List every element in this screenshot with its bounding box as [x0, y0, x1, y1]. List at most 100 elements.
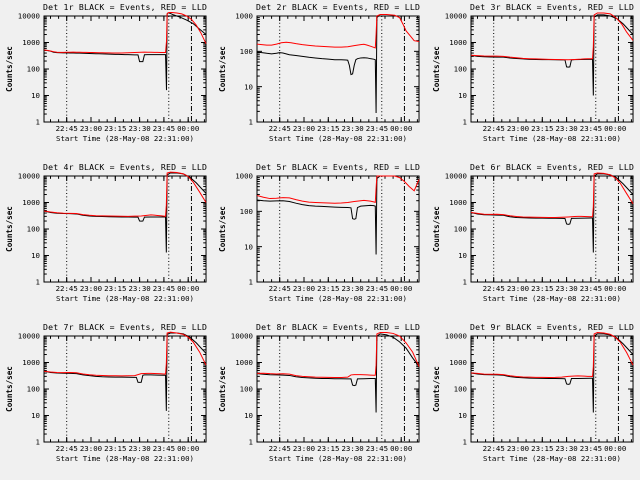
y-axis-label: Counts/sec: [5, 366, 14, 412]
x-tick-label: 23:15: [104, 444, 126, 453]
events-curve: [43, 172, 207, 253]
x-tick-label: 23:00: [293, 284, 315, 293]
x-tick-label: 00:00: [390, 124, 412, 133]
plot-panel: Det 1r BLACK = Events, RED = LLD 1 10 100 10…: [0, 0, 213, 160]
lld-curve: [43, 331, 207, 377]
y-tick-label: 100: [27, 65, 40, 74]
x-tick-label: 23:00: [507, 444, 529, 453]
y-axis-label: Counts/sec: [218, 206, 227, 252]
x-axis-label: Start Time (28-May-08 22:31:00): [269, 134, 407, 143]
x-tick-label: 23:15: [531, 284, 553, 293]
lld-curve: [470, 172, 634, 219]
events-curve: [43, 12, 207, 91]
x-tick-label: 23:30: [555, 124, 577, 133]
y-tick-label: 100: [240, 207, 253, 216]
events-curve: [43, 332, 207, 411]
events-curve: [470, 333, 634, 413]
y-tick-label: 10: [458, 411, 467, 420]
y-tick-label: 100: [453, 225, 466, 234]
y-tick-label: 1000: [236, 172, 254, 181]
x-tick-label: 00:00: [177, 284, 199, 293]
plot-frame: [256, 335, 420, 443]
x-tick-label: 22:45: [482, 284, 504, 293]
x-tick-label: 00:00: [390, 284, 412, 293]
x-tick-label: 23:30: [555, 444, 577, 453]
y-tick-label: 10: [31, 251, 40, 260]
plot-panel: Det 5r BLACK = Events, RED = LLD 1 10 100 10…: [213, 160, 426, 320]
panel-title: Det 5r BLACK = Events, RED = LLD: [256, 162, 420, 172]
y-tick-label: 100: [453, 65, 466, 74]
y-tick-label: 100: [27, 225, 40, 234]
x-tick-label: 22:45: [56, 444, 78, 453]
x-tick-label: 23:00: [80, 444, 102, 453]
y-tick-label: 100: [27, 385, 40, 394]
lld-curve: [470, 12, 634, 61]
y-tick-label: 1000: [449, 198, 467, 207]
y-tick-label: 1: [249, 118, 253, 127]
x-tick-label: 23:30: [342, 444, 364, 453]
y-tick-label: 10000: [231, 332, 253, 341]
y-axis-label: Counts/sec: [5, 206, 14, 252]
y-tick-label: 10000: [18, 332, 40, 341]
x-tick-label: 23:15: [317, 284, 339, 293]
plot-panel: Det 3r BLACK = Events, RED = LLD 1 10 100 10…: [427, 0, 640, 160]
plot-frame: [43, 335, 207, 443]
y-axis-label: Counts/sec: [218, 366, 227, 412]
x-axis-label: Start Time (28-May-08 22:31:00): [56, 294, 194, 303]
y-tick-label: 1000: [22, 198, 40, 207]
plot-panel: Det 9r BLACK = Events, RED = LLD 1 10 100 10…: [427, 320, 640, 480]
y-tick-label: 1000: [449, 38, 467, 47]
x-tick-label: 23:00: [80, 124, 102, 133]
plot-frame: [256, 15, 420, 123]
plot-panel: Det 8r BLACK = Events, RED = LLD 1 10 100 10…: [213, 320, 426, 480]
x-tick-label: 23:45: [579, 284, 601, 293]
events-curve: [470, 173, 634, 253]
plot-frame: [470, 175, 634, 283]
y-tick-label: 10000: [18, 12, 40, 21]
x-tick-label: 23:00: [507, 124, 529, 133]
x-tick-label: 23:15: [531, 124, 553, 133]
x-tick-label: 23:30: [128, 284, 150, 293]
y-axis-label: Counts/sec: [432, 206, 441, 252]
lld-curve: [257, 14, 420, 49]
events-curve: [470, 14, 634, 96]
plot-panel: Det 6r BLACK = Events, RED = LLD 1 10 100 10…: [427, 160, 640, 320]
y-tick-label: 10: [31, 411, 40, 420]
x-axis-label: Start Time (28-May-08 22:31:00): [56, 454, 194, 463]
x-axis-label: Start Time (28-May-08 22:31:00): [483, 294, 621, 303]
y-tick-label: 1: [249, 438, 253, 447]
x-tick-label: 23:15: [317, 444, 339, 453]
y-tick-label: 1000: [22, 358, 40, 367]
x-tick-label: 23:30: [128, 444, 150, 453]
panel-title: Det 2r BLACK = Events, RED = LLD: [256, 2, 420, 12]
x-axis-label: Start Time (28-May-08 22:31:00): [269, 454, 407, 463]
x-tick-label: 00:00: [604, 284, 626, 293]
x-axis-label: Start Time (28-May-08 22:31:00): [483, 134, 621, 143]
x-tick-label: 23:30: [555, 284, 577, 293]
lld-curve: [257, 332, 420, 379]
panel-title: Det 9r BLACK = Events, RED = LLD: [470, 322, 634, 332]
y-tick-label: 100: [240, 47, 253, 56]
y-tick-label: 10000: [18, 172, 40, 181]
x-tick-label: 23:30: [342, 124, 364, 133]
y-tick-label: 10: [31, 91, 40, 100]
y-tick-label: 10: [458, 251, 467, 260]
y-tick-label: 1: [36, 278, 40, 287]
x-axis-label: Start Time (28-May-08 22:31:00): [269, 294, 407, 303]
y-tick-label: 1: [249, 278, 253, 287]
y-tick-label: 1000: [236, 358, 254, 367]
y-tick-label: 1: [462, 438, 466, 447]
x-tick-label: 23:15: [104, 284, 126, 293]
panel-title: Det 3r BLACK = Events, RED = LLD: [470, 2, 634, 12]
x-tick-label: 23:00: [507, 284, 529, 293]
y-tick-label: 10: [458, 91, 467, 100]
x-tick-label: 23:00: [80, 284, 102, 293]
x-axis-label: Start Time (28-May-08 22:31:00): [483, 454, 621, 463]
x-tick-label: 23:30: [128, 124, 150, 133]
panel-title: Det 7r BLACK = Events, RED = LLD: [43, 322, 207, 332]
plot-panel: Det 7r BLACK = Events, RED = LLD 1 10 100 10…: [0, 320, 213, 480]
y-tick-label: 10000: [444, 172, 466, 181]
x-tick-label: 23:15: [531, 444, 553, 453]
x-tick-label: 22:45: [56, 124, 78, 133]
